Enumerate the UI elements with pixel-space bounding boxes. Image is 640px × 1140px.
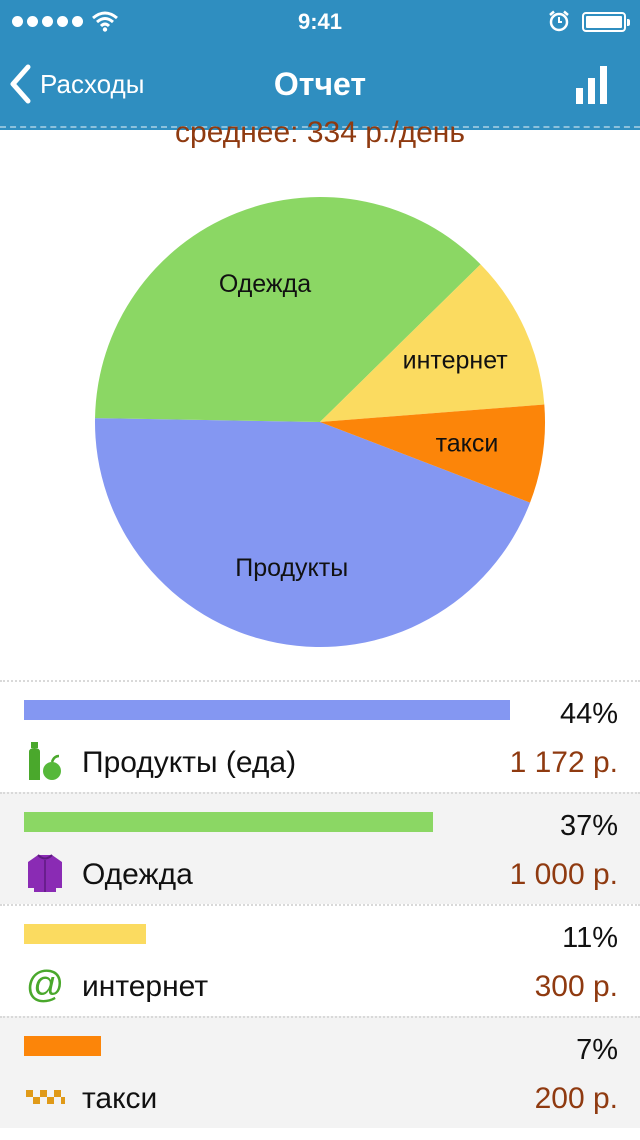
category-percent-bar — [24, 1036, 101, 1056]
pie-slice — [95, 196, 481, 422]
category-name: интернет — [82, 970, 209, 1003]
expense-pie-chart: Продукты Одежда интернет такси — [94, 196, 546, 648]
category-percent-bar — [24, 700, 510, 720]
category-row-taxi[interactable]: 7% такси 200 р. — [0, 1016, 640, 1128]
signal-dots-icon — [12, 16, 83, 27]
category-name: Продукты (еда) — [82, 746, 297, 779]
category-percent: 37% — [559, 810, 618, 842]
category-row-internet[interactable]: 11% @ интернет 300 р. — [0, 904, 640, 1016]
wifi-icon — [92, 11, 118, 32]
category-amount: 300 р. — [534, 970, 618, 1003]
chevron-left-icon — [10, 64, 31, 104]
at-sign-icon: @ — [26, 964, 65, 1006]
status-time: 9:41 — [297, 9, 343, 34]
pie-slice-label: интернет — [403, 347, 509, 375]
category-amount: 200 р. — [534, 1082, 618, 1115]
category-row-clothes[interactable]: 37% Одежда 1 000 р. — [0, 792, 640, 904]
category-percent: 11% — [562, 922, 618, 954]
navigation-bar: Расходы Отчет — [0, 44, 640, 130]
back-button[interactable]: Расходы — [8, 62, 144, 106]
category-name: такси — [82, 1082, 158, 1115]
category-name: Одежда — [82, 858, 193, 891]
pie-slice-label: такси — [436, 429, 499, 457]
category-percent-bar — [24, 812, 433, 832]
taxi-checker-icon — [26, 1090, 65, 1104]
category-row-groceries[interactable]: 44% Продукты (еда) 1 172 р. — [0, 680, 640, 792]
svg-text:@: @ — [26, 964, 65, 1006]
pie-slice-label: Продукты — [235, 554, 348, 582]
pie-slice — [94, 418, 531, 648]
category-amount: 1 172 р. — [509, 746, 618, 779]
category-amount: 1 000 р. — [509, 858, 618, 891]
page-title: Отчет — [273, 66, 367, 102]
pie-slice — [320, 264, 545, 422]
category-percent: 44% — [559, 698, 618, 730]
category-percent-bar — [24, 924, 146, 944]
alarm-icon — [549, 10, 569, 32]
pie-slice-label: Одежда — [219, 270, 311, 298]
shirt-icon — [28, 854, 62, 892]
category-percent: 7% — [576, 1034, 618, 1066]
back-button-label: Расходы — [40, 68, 145, 99]
average-per-day: среднее: 334 р./день — [175, 116, 465, 149]
bar-chart-icon[interactable] — [572, 64, 612, 106]
battery-icon — [582, 12, 630, 32]
category-list: 44% Продукты (еда) 1 172 р. 37% Одежда 1… — [0, 680, 640, 1128]
status-bar: 9:41 — [0, 0, 640, 44]
pie-slice — [320, 404, 546, 503]
top-bar: 9:41 Расходы Отчет — [0, 0, 640, 130]
groceries-icon — [29, 742, 61, 780]
